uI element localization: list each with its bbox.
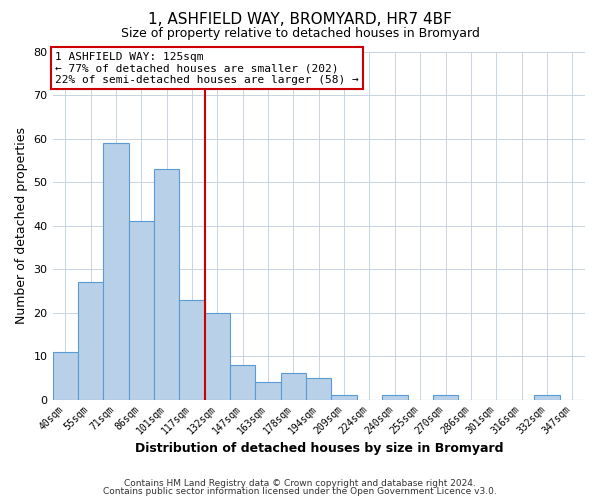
Bar <box>78 282 103 400</box>
Bar <box>281 374 306 400</box>
Bar <box>103 143 128 400</box>
Text: 1 ASHFIELD WAY: 125sqm
← 77% of detached houses are smaller (202)
22% of semi-de: 1 ASHFIELD WAY: 125sqm ← 77% of detached… <box>55 52 359 84</box>
Bar <box>53 352 78 400</box>
Bar <box>128 221 154 400</box>
X-axis label: Distribution of detached houses by size in Bromyard: Distribution of detached houses by size … <box>134 442 503 455</box>
Bar <box>534 395 560 400</box>
Bar <box>205 312 230 400</box>
Text: 1, ASHFIELD WAY, BROMYARD, HR7 4BF: 1, ASHFIELD WAY, BROMYARD, HR7 4BF <box>148 12 452 28</box>
Text: Size of property relative to detached houses in Bromyard: Size of property relative to detached ho… <box>121 28 479 40</box>
Text: Contains HM Land Registry data © Crown copyright and database right 2024.: Contains HM Land Registry data © Crown c… <box>124 478 476 488</box>
Bar <box>179 300 205 400</box>
Text: Contains public sector information licensed under the Open Government Licence v3: Contains public sector information licen… <box>103 487 497 496</box>
Bar <box>433 395 458 400</box>
Bar <box>306 378 331 400</box>
Bar <box>382 395 407 400</box>
Y-axis label: Number of detached properties: Number of detached properties <box>15 127 28 324</box>
Bar <box>230 365 256 400</box>
Bar <box>331 395 357 400</box>
Bar <box>154 169 179 400</box>
Bar <box>256 382 281 400</box>
